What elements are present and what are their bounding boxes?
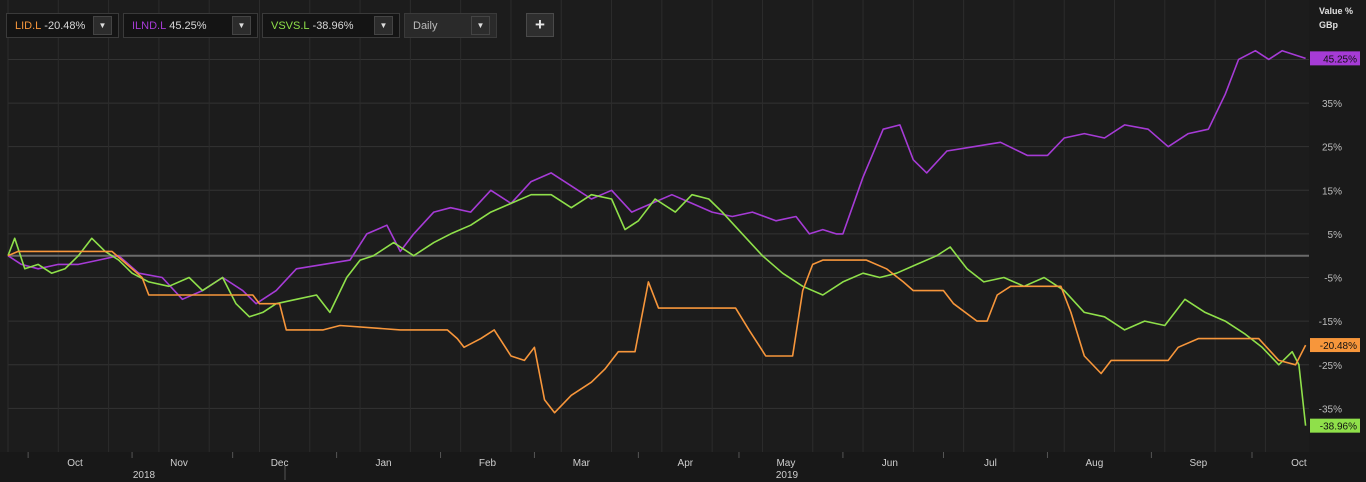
instrument-symbol: VSVS.L (271, 19, 310, 32)
instrument-change: 45.25% (169, 19, 207, 32)
last-value-label: 45.25% (1323, 54, 1357, 65)
x-year-label: 2019 (776, 470, 799, 481)
x-tick-label: Oct (1291, 458, 1307, 469)
series-line-vsvs-l (7, 193, 1307, 426)
add-instrument-button[interactable]: + (526, 13, 554, 37)
y-tick-label: -25% (1319, 361, 1342, 372)
toolbar: LID.L -20.48% ▼ ILND.L 45.25% ▼ VSVS.L -… (6, 13, 497, 40)
x-tick-label: Jun (882, 458, 898, 469)
y-tick-label: 25% (1322, 143, 1342, 154)
chevron-down-icon[interactable]: ▼ (471, 16, 490, 35)
x-year-label: 2018 (133, 470, 156, 481)
x-tick-label: Jan (375, 458, 391, 469)
y-tick-label: -5% (1324, 274, 1342, 285)
x-tick-label: Feb (479, 458, 497, 469)
last-value-label: -38.96% (1320, 422, 1357, 433)
y-axis-panel (1309, 0, 1366, 482)
instrument-symbol: ILND.L (132, 19, 167, 32)
x-tick-label: Mar (573, 458, 591, 469)
x-tick-label: Oct (67, 458, 83, 469)
series-line-ilnd-l (7, 49, 1306, 305)
axis-unit-currency: GBp (1319, 20, 1338, 30)
series-line-lid-l (7, 250, 1307, 414)
x-tick-label: May (776, 458, 795, 469)
x-tick-label: Nov (170, 458, 188, 469)
last-value-badge (1310, 338, 1360, 353)
axis-unit-value: Value % (1319, 6, 1354, 16)
instrument-change: -38.96% (312, 19, 354, 32)
x-tick-label: Dec (271, 458, 289, 469)
last-value-badge (1310, 418, 1360, 433)
x-tick-label: Apr (678, 458, 694, 469)
instrument-chip-lid[interactable]: LID.L -20.48% ▼ (6, 13, 119, 38)
instrument-change: -20.48% (44, 19, 86, 32)
last-value-badge (1310, 51, 1360, 66)
y-tick-label: -35% (1319, 404, 1342, 415)
chevron-down-icon[interactable]: ▼ (374, 16, 393, 35)
x-tick-label: Sep (1189, 458, 1207, 469)
instrument-symbol: LID.L (15, 19, 42, 32)
chevron-down-icon[interactable]: ▼ (93, 16, 112, 35)
chevron-down-icon[interactable]: ▼ (232, 16, 251, 35)
y-tick-label: 35% (1322, 99, 1342, 110)
instrument-chip-ilnd[interactable]: ILND.L 45.25% ▼ (123, 13, 258, 38)
instrument-chip-vsvs[interactable]: VSVS.L -38.96% ▼ (262, 13, 400, 38)
x-tick-label: Aug (1086, 458, 1104, 469)
y-tick-label: -15% (1319, 317, 1342, 328)
interval-value: Daily (413, 19, 438, 32)
y-tick-label: 5% (1328, 230, 1343, 241)
interval-select[interactable]: Daily ▼ (404, 13, 497, 38)
x-tick-label: Jul (984, 458, 997, 469)
y-tick-label: 15% (1322, 186, 1342, 197)
x-axis-panel (0, 452, 1366, 482)
last-value-label: -20.48% (1320, 341, 1357, 352)
